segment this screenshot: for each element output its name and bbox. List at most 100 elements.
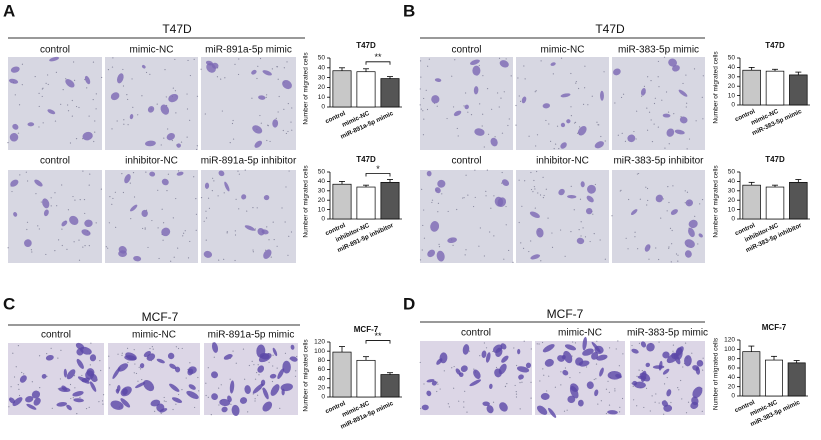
pore	[479, 103, 481, 105]
pore	[122, 191, 125, 194]
micrograph-bg	[8, 170, 102, 263]
pore	[276, 66, 279, 68]
cell	[262, 70, 272, 76]
chart-title: MCF-7	[354, 325, 379, 334]
cell	[587, 184, 596, 194]
micrograph	[516, 170, 609, 263]
pore	[485, 190, 487, 192]
pore	[121, 352, 123, 354]
pore	[649, 410, 651, 412]
pore	[647, 76, 649, 78]
pore	[535, 145, 537, 147]
pore	[177, 247, 179, 249]
pore	[251, 97, 253, 99]
pore	[530, 348, 532, 350]
pore	[26, 228, 28, 231]
pore	[38, 228, 40, 230]
pore	[275, 117, 277, 119]
pore	[423, 118, 425, 120]
pore	[569, 376, 571, 379]
image-label: mimic-NC	[130, 45, 174, 56]
pore	[573, 209, 575, 211]
pore	[145, 171, 147, 173]
pore	[163, 137, 165, 139]
cell	[688, 219, 698, 229]
pore	[702, 118, 704, 120]
micrograph	[630, 341, 705, 415]
pore	[31, 381, 33, 383]
pore	[512, 261, 514, 264]
pore	[157, 227, 159, 229]
pore	[524, 78, 526, 80]
cell	[655, 194, 664, 203]
cell	[69, 215, 79, 226]
pore	[657, 126, 659, 128]
cell	[563, 350, 573, 364]
cell	[586, 195, 594, 203]
pore	[189, 74, 192, 77]
pore	[574, 121, 577, 123]
image-label: miR-383-5p mimic	[618, 45, 699, 56]
cell	[494, 368, 502, 378]
cell	[447, 237, 457, 244]
cell	[474, 128, 485, 136]
pore	[98, 401, 100, 403]
pore	[634, 236, 636, 238]
pore	[682, 82, 684, 85]
pore	[470, 114, 473, 116]
pore	[420, 407, 422, 410]
pore	[12, 352, 14, 354]
pore	[129, 182, 131, 184]
cell	[25, 395, 34, 403]
cell	[203, 250, 213, 258]
pore	[196, 95, 199, 97]
cell	[84, 75, 91, 85]
y-tick-label: 120	[724, 337, 735, 344]
pore	[205, 394, 207, 397]
pore	[468, 350, 471, 352]
pore	[632, 385, 634, 388]
pore	[70, 397, 72, 400]
bar	[332, 351, 352, 398]
cell	[600, 90, 604, 101]
pore	[81, 374, 83, 377]
pore	[60, 349, 62, 352]
cell	[501, 355, 509, 363]
pore	[645, 186, 647, 188]
pore	[196, 145, 198, 147]
pore	[291, 107, 293, 109]
pore	[248, 364, 250, 367]
cell	[421, 404, 429, 411]
pore	[686, 191, 689, 193]
image-label: control	[41, 330, 71, 341]
cell	[229, 380, 235, 394]
cell	[582, 336, 587, 351]
pore	[671, 243, 673, 245]
cell	[10, 66, 20, 73]
cell	[129, 114, 134, 120]
pore	[123, 119, 125, 121]
pore	[149, 73, 151, 76]
pore	[100, 188, 102, 190]
micrograph	[535, 336, 625, 418]
pore	[71, 99, 73, 102]
cell	[262, 387, 269, 400]
cell	[536, 227, 544, 238]
pore	[152, 348, 154, 350]
significance-label: *	[376, 164, 380, 174]
pore	[111, 128, 113, 130]
image-label: mimic-NC	[558, 328, 602, 339]
pore	[88, 245, 90, 247]
pore	[37, 225, 39, 227]
pore	[66, 248, 68, 250]
pore	[534, 188, 536, 190]
pore	[54, 192, 56, 194]
pore	[552, 73, 554, 75]
pore	[517, 77, 519, 79]
pore	[465, 174, 467, 176]
pore	[618, 411, 621, 413]
pore	[662, 198, 665, 200]
cell	[282, 360, 291, 374]
pore	[234, 234, 237, 236]
pore	[684, 342, 687, 344]
